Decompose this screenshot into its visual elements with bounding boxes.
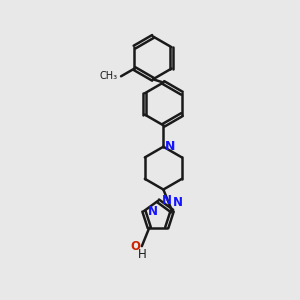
- Text: N: N: [162, 194, 172, 207]
- Text: N: N: [148, 205, 158, 218]
- Text: CH₃: CH₃: [100, 71, 118, 81]
- Text: N: N: [173, 196, 183, 209]
- Text: H: H: [137, 248, 146, 261]
- Text: O: O: [130, 240, 140, 253]
- Text: N: N: [165, 140, 175, 153]
